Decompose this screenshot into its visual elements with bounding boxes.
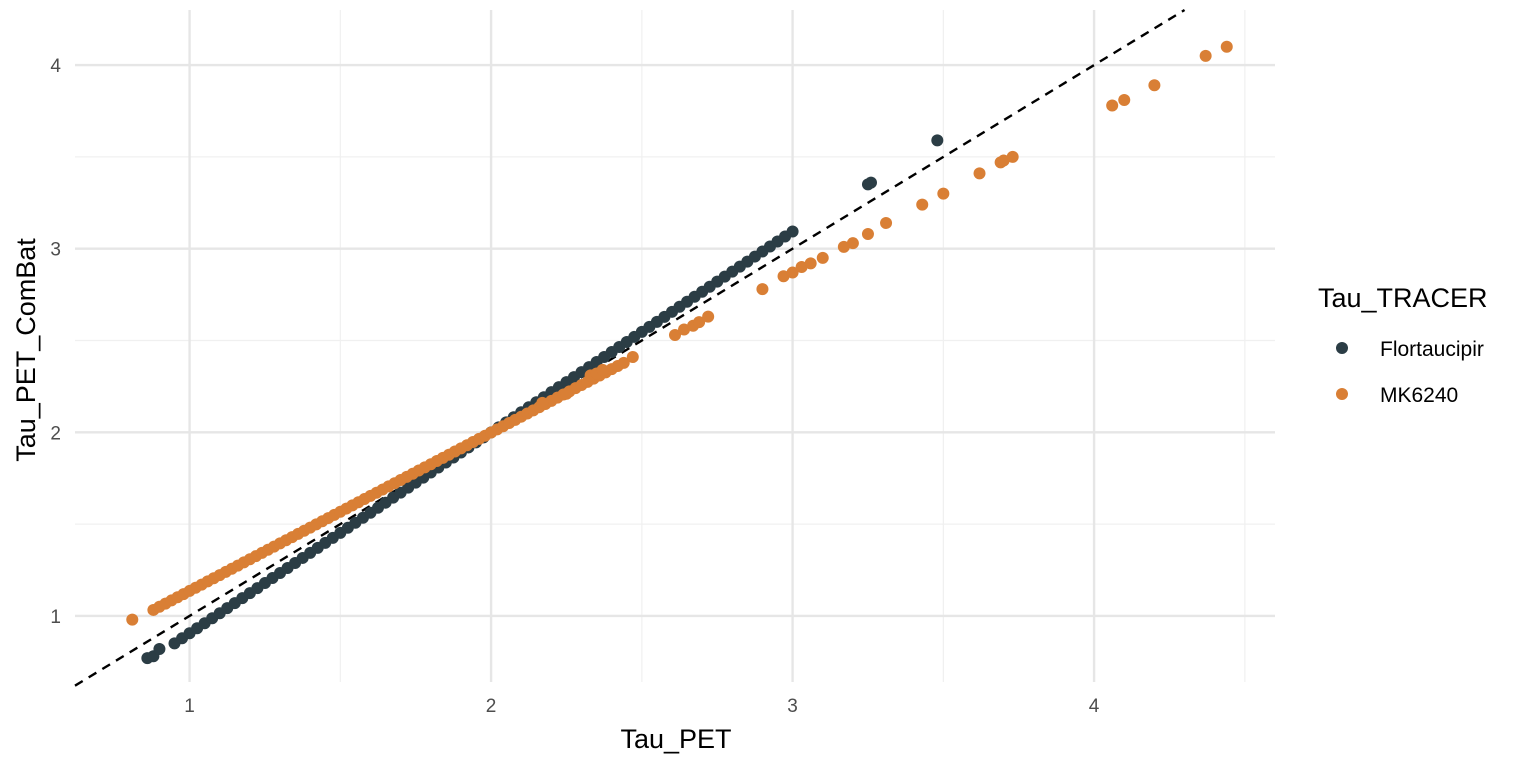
x-tick-label: 3 [787, 696, 798, 717]
data-point [1006, 150, 1019, 163]
data-point [997, 154, 1010, 167]
identity-reference-line [74, 8, 1186, 687]
data-point [916, 198, 929, 211]
legend-title: Tau_TRACER [1318, 283, 1488, 313]
x-tick-label: 1 [184, 696, 195, 717]
data-point [1199, 49, 1212, 62]
data-point [786, 266, 799, 279]
data-point [756, 283, 769, 296]
data-point [786, 225, 799, 238]
x-tick-label: 4 [1089, 696, 1100, 717]
data-point [596, 363, 609, 376]
x-tick-label: 2 [486, 696, 497, 717]
y-axis-title: Tau_PET_ComBat [11, 238, 41, 462]
data-point [864, 176, 877, 189]
data-point [1220, 40, 1233, 53]
data-point [693, 316, 706, 329]
legend-marker-mk6240 [1336, 388, 1348, 400]
data-point [669, 328, 681, 341]
data-point [560, 387, 573, 400]
series-mk6240 [126, 40, 1233, 626]
data-point [804, 257, 817, 270]
data-point [846, 237, 859, 250]
series-flortaucipir [141, 134, 944, 665]
data-point [816, 251, 829, 264]
y-tick-label: 4 [50, 56, 61, 77]
data-point [153, 642, 166, 655]
data-point [626, 351, 639, 364]
data-point [880, 216, 893, 229]
legend-label-flortaucipir: Flortaucipir [1380, 338, 1484, 361]
y-tick-label: 1 [50, 607, 61, 628]
data-point [973, 167, 986, 180]
data-point [837, 240, 850, 253]
grid [75, 10, 1275, 682]
data-point [1148, 79, 1161, 92]
data-point [795, 261, 808, 274]
y-tick-label: 3 [50, 240, 61, 261]
data-point [126, 613, 139, 626]
data-point [931, 134, 944, 147]
points-layer [126, 40, 1233, 665]
data-point [861, 228, 874, 240]
data-point [937, 187, 950, 200]
data-point [1106, 99, 1119, 112]
data-point [617, 356, 630, 369]
reference-line-layer [74, 8, 1186, 687]
data-point [777, 270, 790, 283]
y-tick-label: 2 [50, 423, 61, 444]
y-tick-labels: 1 2 3 4 [50, 56, 61, 628]
data-point [536, 396, 549, 409]
legend-label-mk6240: MK6240 [1380, 384, 1458, 407]
legend-marker-flortaucipir [1336, 342, 1348, 354]
x-axis-title: Tau_PET [620, 724, 731, 754]
data-point [1118, 93, 1131, 106]
data-point [678, 323, 691, 336]
x-tick-labels: 1 2 3 4 [184, 696, 1100, 717]
legend: Tau_TRACER Flortaucipir MK6240 [1318, 283, 1488, 407]
data-point [702, 310, 715, 323]
